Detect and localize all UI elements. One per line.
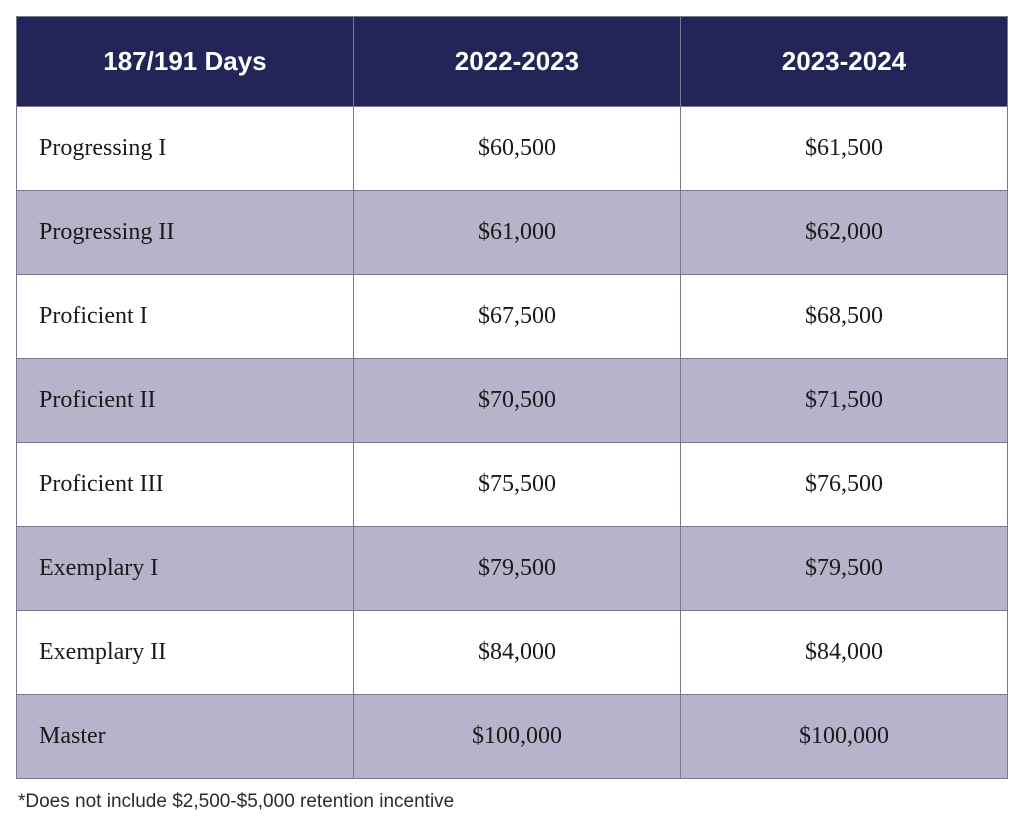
row-val-2023: $100,000 bbox=[680, 695, 1007, 779]
table-row: Proficient III $75,500 $76,500 bbox=[17, 443, 1008, 527]
row-val-2022: $100,000 bbox=[353, 695, 680, 779]
salary-table-container: 187/191 Days 2022-2023 2023-2024 Progres… bbox=[16, 16, 1008, 813]
row-val-2023: $61,500 bbox=[680, 107, 1007, 191]
row-val-2022: $79,500 bbox=[353, 527, 680, 611]
row-val-2022: $75,500 bbox=[353, 443, 680, 527]
salary-table: 187/191 Days 2022-2023 2023-2024 Progres… bbox=[16, 16, 1008, 779]
row-val-2023: $84,000 bbox=[680, 611, 1007, 695]
row-val-2023: $71,500 bbox=[680, 359, 1007, 443]
row-label: Exemplary II bbox=[17, 611, 354, 695]
row-label: Proficient III bbox=[17, 443, 354, 527]
row-val-2022: $67,500 bbox=[353, 275, 680, 359]
table-row: Proficient I $67,500 $68,500 bbox=[17, 275, 1008, 359]
col-header-2023: 2023-2024 bbox=[680, 17, 1007, 107]
row-label: Exemplary I bbox=[17, 527, 354, 611]
table-row: Exemplary I $79,500 $79,500 bbox=[17, 527, 1008, 611]
col-header-2022: 2022-2023 bbox=[353, 17, 680, 107]
row-label: Master bbox=[17, 695, 354, 779]
row-val-2023: $68,500 bbox=[680, 275, 1007, 359]
row-val-2022: $84,000 bbox=[353, 611, 680, 695]
row-val-2023: $79,500 bbox=[680, 527, 1007, 611]
table-row: Progressing II $61,000 $62,000 bbox=[17, 191, 1008, 275]
table-row: Proficient II $70,500 $71,500 bbox=[17, 359, 1008, 443]
row-label: Proficient I bbox=[17, 275, 354, 359]
row-val-2023: $62,000 bbox=[680, 191, 1007, 275]
table-header-row: 187/191 Days 2022-2023 2023-2024 bbox=[17, 17, 1008, 107]
table-row: Master $100,000 $100,000 bbox=[17, 695, 1008, 779]
table-row: Exemplary II $84,000 $84,000 bbox=[17, 611, 1008, 695]
row-label: Progressing II bbox=[17, 191, 354, 275]
row-val-2022: $70,500 bbox=[353, 359, 680, 443]
row-val-2022: $61,000 bbox=[353, 191, 680, 275]
row-label: Proficient II bbox=[17, 359, 354, 443]
footnote-text: *Does not include $2,500-$5,000 retentio… bbox=[18, 791, 1008, 813]
row-val-2022: $60,500 bbox=[353, 107, 680, 191]
table-row: Progressing I $60,500 $61,500 bbox=[17, 107, 1008, 191]
col-header-days: 187/191 Days bbox=[17, 17, 354, 107]
row-val-2023: $76,500 bbox=[680, 443, 1007, 527]
row-label: Progressing I bbox=[17, 107, 354, 191]
